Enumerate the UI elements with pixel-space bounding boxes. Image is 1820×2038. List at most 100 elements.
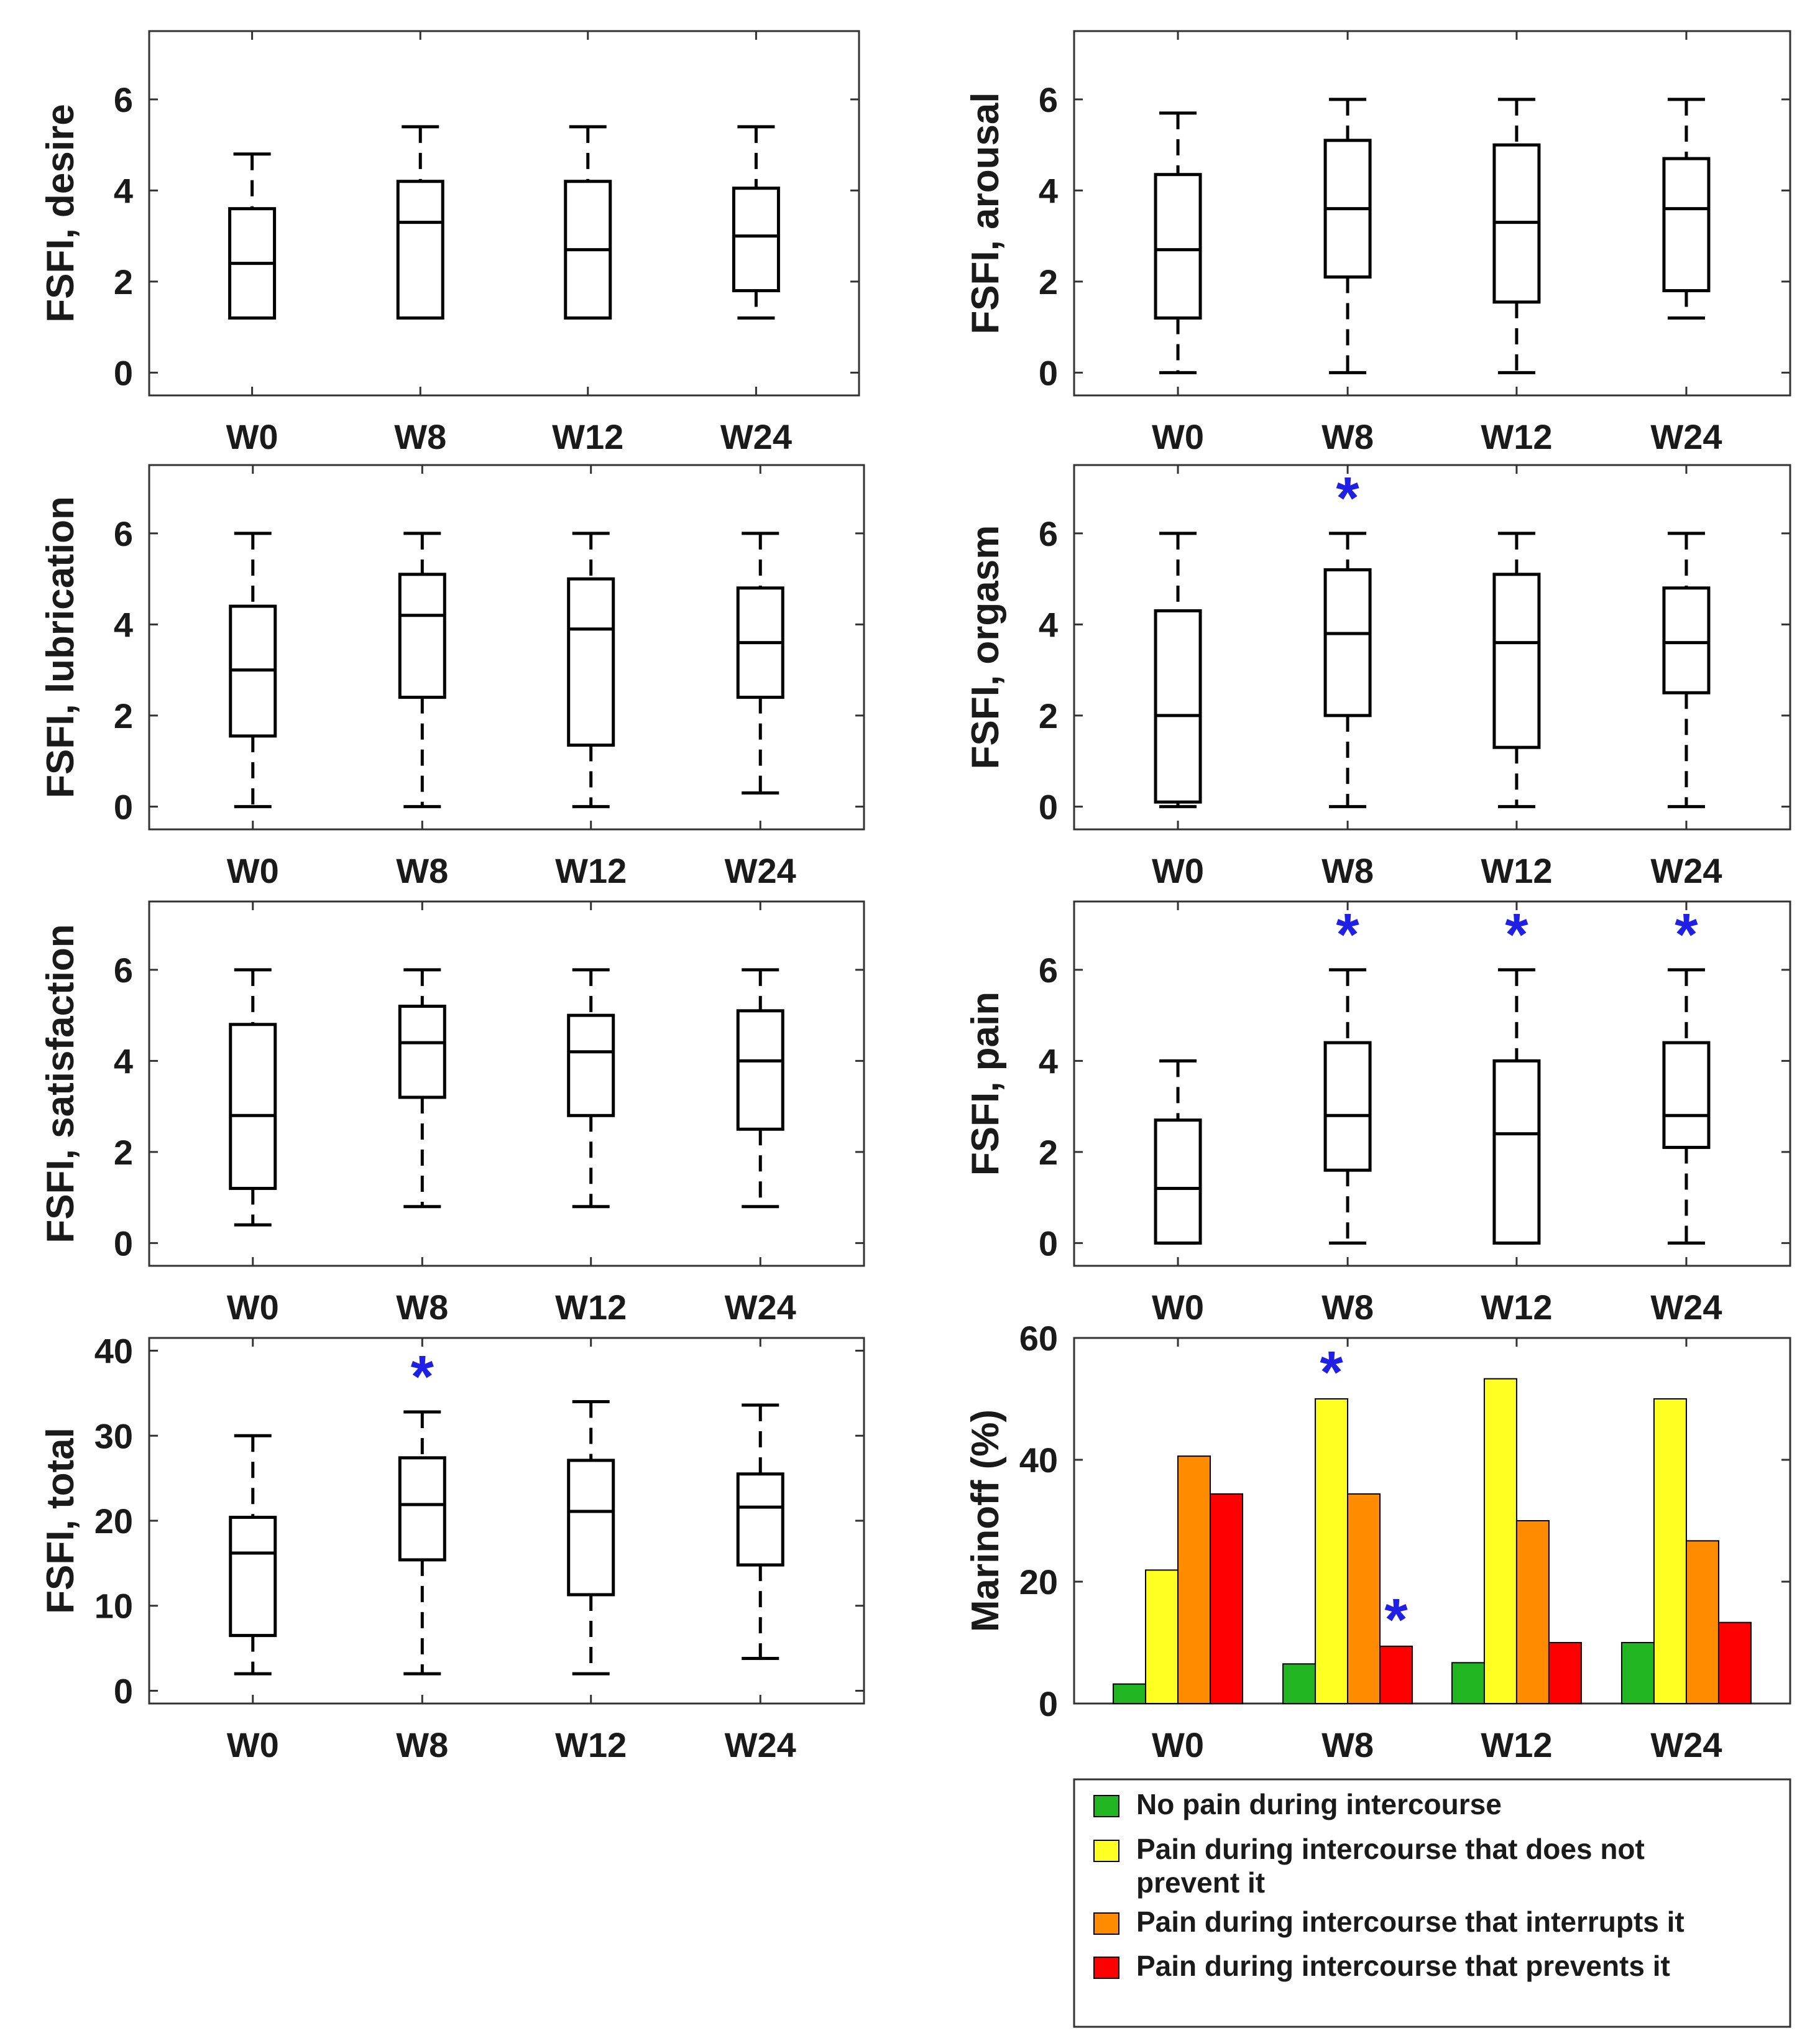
y-tick-label: 20 bbox=[1019, 1562, 1058, 1602]
y-tick-label: 0 bbox=[114, 353, 133, 392]
legend-entry-no_pain: No pain during intercourse bbox=[1093, 1788, 1502, 1820]
y-tick-label: 0 bbox=[1039, 787, 1058, 826]
y-tick-label: 30 bbox=[94, 1416, 133, 1455]
y-axis-label: FSFI, orgasm bbox=[964, 525, 1007, 770]
y-tick-label: 6 bbox=[1039, 514, 1058, 553]
iqr-box bbox=[398, 1004, 446, 1099]
box-W0 bbox=[1154, 532, 1202, 808]
y-tick-label: 0 bbox=[114, 787, 133, 826]
y-tick-label: 4 bbox=[1039, 1041, 1058, 1081]
bar-pain_prevents bbox=[1210, 1493, 1244, 1704]
iqr-box bbox=[1492, 1059, 1541, 1245]
bar-group-W0 bbox=[1113, 1455, 1244, 1705]
x-tick-label: W12 bbox=[555, 1288, 627, 1327]
y-axis-label: FSFI, pain bbox=[964, 992, 1007, 1176]
box-W0 bbox=[1154, 1059, 1202, 1245]
y-tick-label: 4 bbox=[114, 605, 133, 644]
legend-label: No pain during intercourse bbox=[1136, 1788, 1502, 1820]
iqr-box bbox=[229, 1023, 277, 1190]
box-W8 bbox=[1323, 98, 1372, 374]
iqr-box bbox=[1662, 586, 1711, 694]
bar-pain_not_prevent bbox=[1315, 1398, 1349, 1704]
axes-frame bbox=[1073, 30, 1791, 397]
x-tick-label: W8 bbox=[1321, 851, 1374, 890]
y-tick-label: 6 bbox=[114, 80, 133, 119]
x-tick-label: W12 bbox=[555, 851, 627, 890]
bar-group-W12 bbox=[1451, 1378, 1582, 1705]
panel-fsfi-desire: 0 2 4 6 W0 W8 W12 W24 FSFI, desire bbox=[39, 30, 860, 456]
box-W12: * bbox=[1492, 901, 1541, 1245]
y-axis-label: FSFI, desire bbox=[39, 104, 82, 322]
box-W12 bbox=[567, 968, 615, 1209]
x-tick-label: W12 bbox=[1481, 1288, 1552, 1327]
iqr-box bbox=[1154, 1118, 1202, 1245]
x-tick-label: W8 bbox=[394, 417, 446, 456]
legend-swatch bbox=[1093, 1840, 1119, 1862]
x-tick-label: W0 bbox=[1152, 1288, 1204, 1327]
axes-frame bbox=[1073, 1337, 1791, 1705]
x-tick-label: W12 bbox=[552, 417, 623, 456]
iqr-box bbox=[1323, 1041, 1372, 1172]
x-tick-label: W0 bbox=[227, 1288, 279, 1327]
y-axis-label: Marinoff (%) bbox=[964, 1409, 1007, 1632]
x-tick-label: W24 bbox=[725, 1288, 796, 1327]
box-W12 bbox=[1492, 532, 1541, 808]
legend-entry-pain_prevents: Pain during intercourse that prevents it bbox=[1093, 1950, 1670, 1982]
box-W24 bbox=[736, 1403, 784, 1661]
x-tick-label: W12 bbox=[555, 1725, 627, 1764]
box-W24 bbox=[736, 968, 784, 1209]
bar-group-W24 bbox=[1620, 1398, 1752, 1705]
x-tick-label: W8 bbox=[396, 1288, 448, 1327]
y-tick-label: 0 bbox=[114, 1671, 133, 1710]
y-tick-label: 6 bbox=[1039, 80, 1058, 119]
bar-pain_interrupts bbox=[1685, 1540, 1719, 1705]
box-W0 bbox=[229, 532, 277, 808]
y-tick-label: 0 bbox=[1039, 1224, 1058, 1263]
iqr-box bbox=[398, 573, 446, 699]
panels: 0 2 4 6 W0 W8 W12 W24 FSFI, desire 0 2 4 6 W0 W8 W12 W24… bbox=[39, 30, 1791, 1764]
y-tick-label: 40 bbox=[1019, 1441, 1058, 1480]
x-tick-label: W24 bbox=[720, 417, 792, 456]
significance-star: * bbox=[411, 1344, 434, 1410]
y-tick-label: 6 bbox=[1039, 951, 1058, 990]
box-W12 bbox=[1492, 98, 1541, 374]
bar-group-W8: ** bbox=[1282, 1339, 1413, 1705]
x-tick-label: W12 bbox=[1481, 417, 1552, 456]
y-axis-label: FSFI, lubrication bbox=[39, 496, 82, 798]
y-tick-label: 2 bbox=[1039, 1133, 1058, 1172]
y-tick-label: 20 bbox=[94, 1501, 133, 1541]
significance-star: * bbox=[1384, 1587, 1408, 1653]
bar-pain_not_prevent bbox=[1483, 1378, 1517, 1704]
bar-pain_interrupts bbox=[1177, 1455, 1211, 1705]
x-tick-label: W8 bbox=[1321, 417, 1374, 456]
x-tick-label: W0 bbox=[1152, 851, 1204, 890]
x-tick-label: W0 bbox=[1152, 1725, 1204, 1764]
x-tick-label: W12 bbox=[1481, 851, 1552, 890]
axes-frame bbox=[148, 900, 865, 1267]
legend-swatch bbox=[1093, 1795, 1119, 1817]
bar-pain_prevents bbox=[1548, 1642, 1582, 1704]
panel-fsfi-lubrication: 0 2 4 6 W0 W8 W12 W24 FSFI, lubrication bbox=[39, 464, 865, 890]
significance-star: * bbox=[1336, 465, 1359, 532]
y-axis-label: FSFI, total bbox=[39, 1427, 82, 1614]
iqr-box bbox=[736, 1009, 784, 1131]
legend-label: Pain during intercourse that does not bbox=[1136, 1833, 1645, 1865]
x-tick-label: W24 bbox=[725, 851, 796, 890]
panel-fsfi-satisfaction: 0 2 4 6 W0 W8 W12 W24 FSFI, satisfaction bbox=[39, 900, 865, 1327]
y-tick-label: 2 bbox=[114, 262, 133, 302]
iqr-box bbox=[1662, 157, 1711, 293]
bar-pain_interrupts bbox=[1515, 1520, 1550, 1704]
box-W24 bbox=[736, 532, 784, 795]
box-W8: * bbox=[1323, 465, 1372, 808]
iqr-box bbox=[567, 1459, 615, 1597]
box-W12 bbox=[567, 532, 615, 808]
x-tick-label: W12 bbox=[1481, 1725, 1552, 1764]
legend-entry-pain_interrupts: Pain during intercourse that interrupts … bbox=[1093, 1906, 1684, 1938]
y-tick-label: 2 bbox=[1039, 262, 1058, 302]
iqr-box bbox=[1323, 568, 1372, 717]
axes-frame bbox=[1073, 464, 1791, 831]
y-tick-label: 4 bbox=[114, 171, 133, 210]
box-W12 bbox=[564, 125, 612, 320]
